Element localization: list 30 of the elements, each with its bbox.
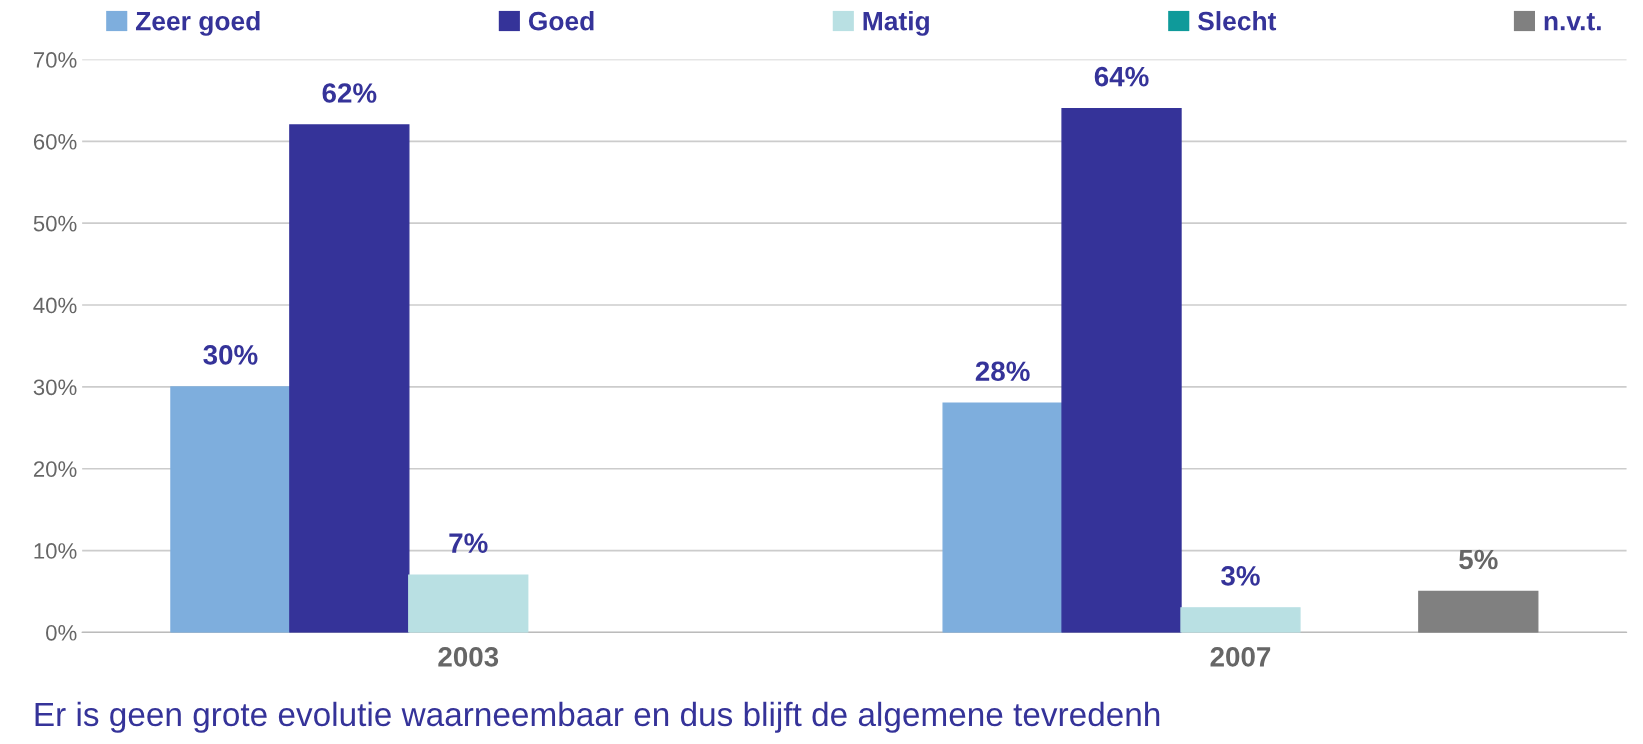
y-tick-label: 70% — [33, 52, 77, 68]
bar — [1418, 590, 1539, 633]
data-label: 5% — [1459, 549, 1498, 570]
x-tick-label: 2007 — [1210, 647, 1271, 667]
bar — [942, 402, 1063, 633]
data-label: 30% — [203, 345, 258, 365]
data-label: 28% — [975, 361, 1030, 382]
y-tick-label: 10% — [34, 543, 77, 559]
legend-label: Slecht — [1197, 11, 1277, 31]
y-tick-label: 0% — [46, 624, 77, 641]
data-label: 3% — [1221, 566, 1260, 586]
data-label: 62% — [322, 83, 377, 103]
legend-label: n.v.t. — [1544, 12, 1601, 31]
x-tick-label: 2003 — [438, 647, 499, 667]
y-tick-label: 30% — [33, 379, 77, 396]
y-tick-label: 40% — [33, 297, 77, 314]
bar — [289, 124, 410, 633]
data-label: 7% — [449, 533, 488, 553]
y-tick-label: 20% — [33, 461, 77, 477]
legend-label: Zeer goed — [135, 11, 260, 36]
bar — [1180, 607, 1301, 633]
y-tick-label: 60% — [33, 133, 77, 150]
bar — [1061, 107, 1182, 633]
legend-label: Goed — [528, 11, 594, 31]
bar — [408, 574, 529, 633]
text: Er is geen grote evolutie waarneembaar en dus blijft de algemene tevredenh — [35, 701, 1160, 733]
bar — [170, 386, 291, 633]
y-tick-label: 50% — [33, 215, 77, 232]
legend-label: Matig — [863, 11, 929, 36]
data-label: 64% — [1094, 66, 1149, 87]
